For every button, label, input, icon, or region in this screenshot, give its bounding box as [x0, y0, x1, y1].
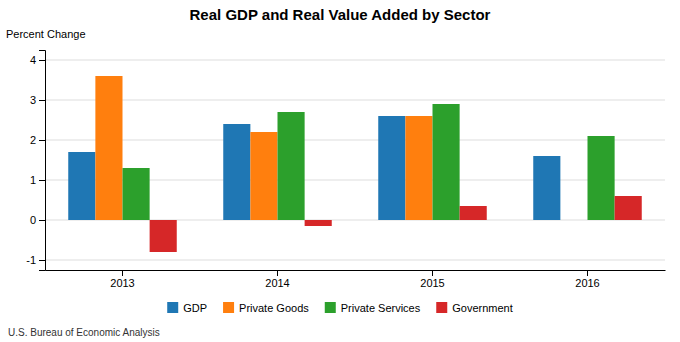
y-tick: 3: [30, 94, 45, 106]
y-tick-label: 3: [30, 94, 36, 106]
grid: [45, 60, 665, 260]
y-tick-mark: [39, 260, 45, 261]
bar: [305, 220, 332, 226]
x-tick-label: 2016: [575, 277, 599, 289]
series: [95, 76, 432, 220]
legend-item: GDP: [167, 302, 207, 314]
series: [123, 104, 615, 220]
legend-label: GDP: [183, 302, 207, 314]
x-tick: 2016: [575, 270, 599, 289]
x-tick-mark: [122, 270, 123, 276]
legend-swatch: [436, 302, 447, 313]
y-tick: -1: [26, 254, 45, 266]
y-tick-mark: [39, 180, 45, 181]
bar: [615, 196, 642, 220]
grid-line: [45, 260, 665, 261]
legend-label: Private Services: [341, 302, 421, 314]
y-axis-line: [39, 51, 46, 271]
y-tick-label: 0: [30, 214, 36, 226]
series: [150, 196, 642, 252]
bars: [68, 76, 642, 252]
legend-swatch: [325, 302, 336, 313]
bar: [378, 116, 405, 220]
bar: [68, 152, 95, 220]
x-tick-mark: [587, 270, 588, 276]
source: U.S. Bureau of Economic Analysis: [8, 327, 160, 338]
x-tick: 2014: [265, 270, 289, 289]
x-axis-line: [46, 270, 666, 271]
y-tick-mark: [39, 140, 45, 141]
chart: Real GDP and Real Value Added by Sector P…: [0, 0, 680, 342]
bar: [250, 132, 277, 220]
y-tick-mark: [39, 60, 45, 61]
bar: [95, 76, 122, 220]
bar: [460, 206, 487, 220]
x-tick-label: 2015: [420, 277, 444, 289]
legend-label: Private Goods: [239, 302, 309, 314]
x-tick-mark: [277, 270, 278, 276]
x-tick-label: 2014: [265, 277, 289, 289]
y-axis-label: Percent Change: [6, 28, 86, 40]
legend-item: Government: [436, 302, 513, 314]
y-tick-label: 1: [30, 174, 36, 186]
y-tick: 4: [30, 54, 45, 66]
bar: [123, 168, 150, 220]
title: Real GDP and Real Value Added by Sector: [190, 6, 491, 23]
y-tick-mark: [39, 100, 45, 101]
plot: -1 0 1 2 3 4 2013 2014 2015 2016: [26, 51, 665, 289]
y-tick-label: -1: [26, 254, 36, 266]
series: [68, 116, 560, 220]
y-axis: -1 0 1 2 3 4: [26, 51, 45, 271]
bar: [150, 220, 177, 252]
legend-label: Government: [452, 302, 513, 314]
x-tick: 2013: [110, 270, 134, 289]
grid-line: [45, 60, 665, 61]
y-tick-mark: [39, 220, 45, 221]
x-tick-mark: [432, 270, 433, 276]
grid-line: [45, 140, 665, 141]
y-tick: 0: [30, 214, 45, 226]
x-axis: 2013 2014 2015 2016: [46, 270, 666, 289]
bar: [405, 116, 432, 220]
bar: [433, 104, 460, 220]
legend-swatch: [223, 302, 234, 313]
y-tick-label: 4: [30, 54, 36, 66]
legend-swatch: [167, 302, 178, 313]
x-tick-label: 2013: [110, 277, 134, 289]
y-tick: 2: [30, 134, 45, 146]
legend-item: Private Goods: [223, 302, 309, 314]
x-tick: 2015: [420, 270, 444, 289]
y-tick: 1: [30, 174, 45, 186]
bar: [278, 112, 305, 220]
bar: [223, 124, 250, 220]
legend: GDP Private Goods Private Services Governme…: [167, 302, 513, 314]
grid-line: [45, 100, 665, 101]
legend-item: Private Services: [325, 302, 421, 314]
y-tick-label: 2: [30, 134, 36, 146]
bar: [588, 136, 615, 220]
bar: [533, 156, 560, 220]
